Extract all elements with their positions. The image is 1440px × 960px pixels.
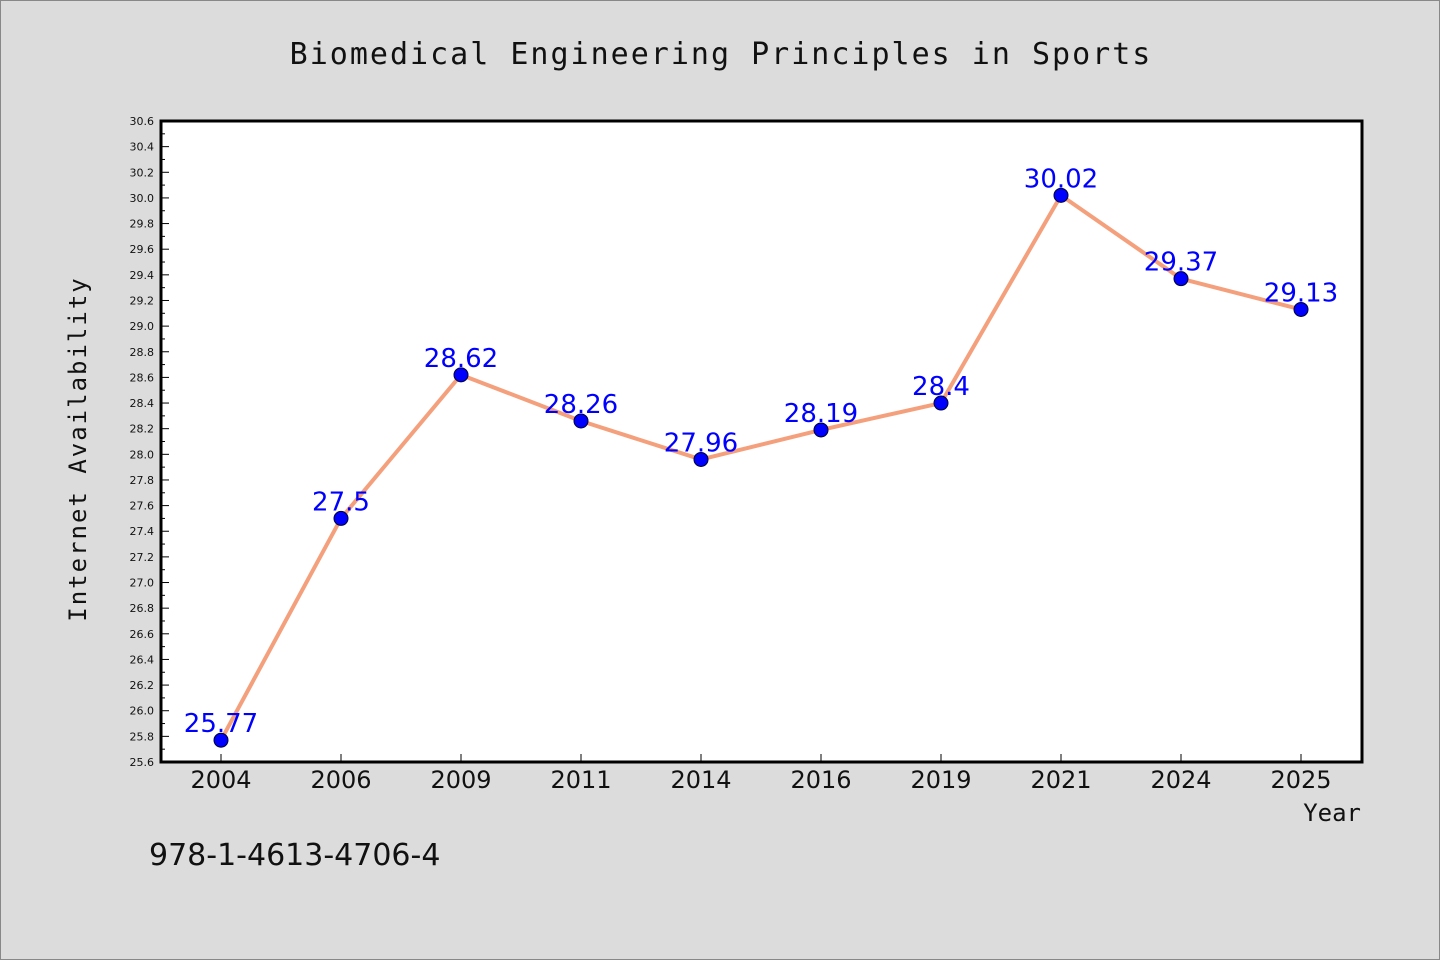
x-axis: 2004 2006 2009 2011 2014 2016 2019 2021 2024 2025 [190, 754, 1332, 794]
y-tick-label: 30.6 [130, 115, 155, 128]
x-tick-label: 2004 [190, 766, 251, 794]
data-label: 28.19 [784, 399, 858, 429]
x-axis-label: Year [1303, 799, 1361, 827]
y-tick-label: 29.0 [130, 320, 155, 333]
y-tick-label: 28.0 [130, 448, 155, 461]
data-point [1173, 271, 1189, 287]
data-point [813, 422, 829, 438]
y-tick-label: 26.0 [130, 705, 155, 718]
data-labels: 25.77 27.5 28.62 28.26 27.96 28.19 28.4 30.02 29… [184, 164, 1338, 739]
data-label: 29.37 [1144, 248, 1218, 278]
data-point [1293, 301, 1309, 317]
data-label: 28.26 [544, 390, 618, 420]
data-label: 29.13 [1264, 278, 1338, 308]
x-tick-label: 2024 [1150, 766, 1211, 794]
y-tick-label: 26.8 [130, 602, 155, 615]
y-tick-label: 26.2 [130, 679, 155, 692]
chart-title: Biomedical Engineering Principles in Spo… [290, 37, 1153, 72]
x-tick-label: 2016 [790, 766, 851, 794]
x-tick-label: 2019 [910, 766, 971, 794]
y-tick-label: 27.2 [130, 551, 155, 564]
y-tick-label: 25.8 [130, 730, 155, 743]
y-tick-label: 27.6 [130, 500, 155, 513]
data-label: 27.5 [312, 487, 370, 517]
data-label: 30.02 [1024, 164, 1098, 194]
y-tick-label: 28.2 [130, 423, 155, 436]
x-tick-label: 2021 [1030, 766, 1091, 794]
data-point [1053, 187, 1069, 203]
y-axis: 25.6 25.8 26.0 26.2 26.4 26.6 26.8 27.0 27.2 27.4… [130, 115, 169, 769]
y-tick-label: 28.8 [130, 346, 155, 359]
y-tick-label: 29.2 [130, 294, 155, 307]
data-label: 28.62 [424, 344, 498, 374]
y-tick-label: 27.8 [130, 474, 155, 487]
x-tick-label: 2025 [1270, 766, 1331, 794]
y-axis-label: Internet Availability [64, 276, 92, 621]
y-tick-label: 29.8 [130, 218, 155, 231]
data-point [693, 451, 709, 467]
data-point [573, 413, 589, 429]
y-tick-label: 27.4 [130, 525, 155, 538]
data-label: 25.77 [184, 709, 258, 739]
y-tick-label: 26.6 [130, 628, 155, 641]
isbn-text: 978-1-4613-4706-4 [149, 838, 440, 873]
x-tick-label: 2014 [670, 766, 731, 794]
y-tick-label: 29.6 [130, 243, 155, 256]
y-tick-label: 30.4 [130, 141, 155, 154]
data-label: 28.4 [912, 372, 970, 402]
x-tick-label: 2006 [310, 766, 371, 794]
y-tick-label: 25.6 [130, 756, 155, 769]
y-tick-label: 28.4 [130, 397, 155, 410]
y-tick-label: 27.0 [130, 577, 155, 590]
x-tick-label: 2011 [550, 766, 611, 794]
data-point [213, 732, 229, 748]
y-tick-label: 29.4 [130, 269, 155, 282]
y-tick-label: 30.2 [130, 166, 155, 179]
y-tick-label: 26.4 [130, 653, 155, 666]
data-point [933, 395, 949, 411]
series-markers [213, 187, 1309, 748]
x-tick-label: 2009 [430, 766, 491, 794]
series-line [219, 193, 1302, 742]
data-label: 27.96 [664, 428, 738, 458]
y-tick-label: 30.0 [130, 192, 155, 205]
data-point [453, 367, 469, 383]
y-tick-label: 28.6 [130, 371, 155, 384]
data-point [333, 510, 349, 526]
plot-area [159, 119, 1364, 764]
